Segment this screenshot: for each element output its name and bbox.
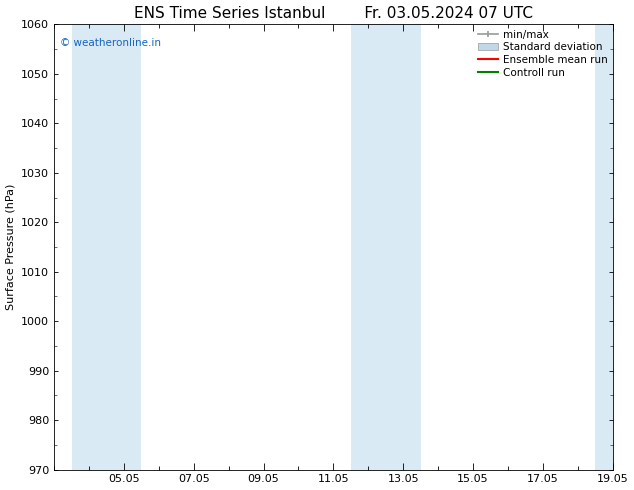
Bar <box>351 24 420 469</box>
Title: ENS Time Series Istanbul        Fr. 03.05.2024 07 UTC: ENS Time Series Istanbul Fr. 03.05.2024 … <box>134 5 533 21</box>
Text: © weatheronline.in: © weatheronline.in <box>60 38 160 48</box>
Bar <box>595 24 612 469</box>
Y-axis label: Surface Pressure (hPa): Surface Pressure (hPa) <box>6 184 16 310</box>
Bar <box>72 24 141 469</box>
Legend: min/max, Standard deviation, Ensemble mean run, Controll run: min/max, Standard deviation, Ensemble me… <box>474 26 611 81</box>
